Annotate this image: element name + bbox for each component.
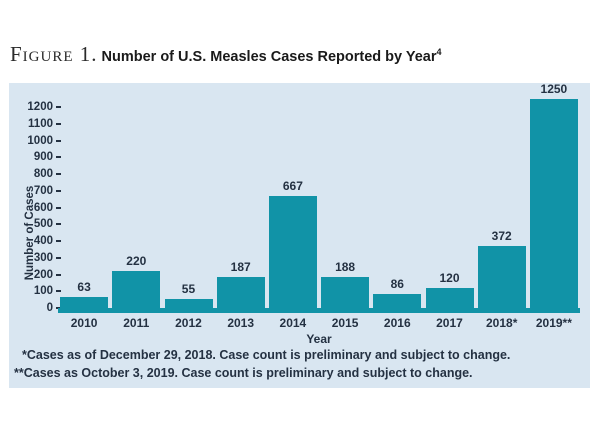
bar-chart: 0 100 200 300 400 500 600 700 800 900 1000 1100 1200… bbox=[9, 81, 590, 388]
bar-value-label-2010: 63 bbox=[77, 280, 91, 295]
y-tick-mark-1200 bbox=[56, 106, 61, 108]
y-tick-mark-800 bbox=[56, 173, 61, 175]
bar-2011 bbox=[112, 271, 161, 308]
y-tick-label-1000: 1000 bbox=[27, 134, 53, 147]
y-tick-label-0: 0 bbox=[46, 302, 53, 314]
bar-2015 bbox=[321, 276, 370, 308]
y-tick-mark-700 bbox=[56, 189, 61, 192]
x-tick-label-2015: 2015 bbox=[331, 316, 359, 330]
y-axis-title: Number of Cases bbox=[24, 185, 36, 281]
x-axis-baseline bbox=[58, 308, 580, 313]
y-tick-mark-200 bbox=[56, 273, 61, 276]
x-tick-label-2010: 2010 bbox=[70, 316, 98, 330]
y-tick-mark-900 bbox=[56, 156, 61, 159]
figure-title: Figure 1. Number of U.S. Measles Cases Re… bbox=[10, 42, 442, 67]
y-tick-label-1100: 1100 bbox=[28, 117, 53, 130]
bar-value-label-2017: 120 bbox=[439, 270, 460, 285]
bar-value-label-2016: 86 bbox=[390, 276, 404, 291]
x-tick-label-2016: 2016 bbox=[383, 316, 411, 330]
y-tick-mark-300 bbox=[56, 256, 61, 259]
y-tick-label-500: 500 bbox=[33, 218, 53, 231]
footnote-1: *Cases as of December 29, 2018. Case cou… bbox=[22, 348, 511, 362]
x-tick-label-2014: 2014 bbox=[279, 316, 307, 330]
bar-value-label-2014: 667 bbox=[282, 179, 303, 194]
y-tick-mark-1000 bbox=[56, 139, 61, 142]
x-axis-title: Year bbox=[306, 332, 332, 346]
bar-2014 bbox=[268, 196, 317, 308]
x-tick-label-2019**: 2019** bbox=[535, 316, 572, 330]
bar-2010 bbox=[60, 297, 109, 308]
y-tick-label-1200: 1200 bbox=[27, 101, 53, 113]
y-tick-mark-500 bbox=[56, 223, 61, 226]
y-tick-label-200: 200 bbox=[33, 268, 53, 281]
figure-heading-superscript: 4 bbox=[436, 47, 442, 58]
y-tick-mark-100 bbox=[56, 290, 61, 293]
bar-value-label-2018*: 372 bbox=[491, 228, 512, 243]
x-tick-label-2017: 2017 bbox=[436, 316, 463, 330]
footnote-2: **Cases as October 3, 2019. Case count i… bbox=[14, 366, 473, 380]
y-tick-label-600: 600 bbox=[33, 201, 53, 214]
chart-panel: 0 100 200 300 400 500 600 700 800 900 1000 1100 1200… bbox=[9, 81, 590, 388]
y-tick-label-700: 700 bbox=[33, 184, 53, 197]
y-tick-label-300: 300 bbox=[33, 251, 53, 264]
bar-2012 bbox=[164, 298, 213, 308]
x-tick-label-2013: 2013 bbox=[227, 316, 255, 330]
figure-label: Figure 1. bbox=[10, 42, 98, 66]
bar-2019** bbox=[529, 98, 578, 308]
y-tick-mark-400 bbox=[56, 240, 61, 242]
y-tick-mark-600 bbox=[56, 206, 61, 209]
y-tick-label-400: 400 bbox=[33, 235, 53, 247]
bar-2018* bbox=[477, 245, 526, 308]
bar-2016 bbox=[373, 293, 422, 308]
figure-heading-text: Number of U.S. Measles Cases Reported by… bbox=[101, 49, 437, 65]
bar-2017 bbox=[425, 287, 474, 308]
x-tick-label-2012: 2012 bbox=[175, 316, 202, 330]
bar-value-label-2011: 220 bbox=[126, 254, 147, 269]
y-tick-label-100: 100 bbox=[33, 285, 53, 298]
figure-heading: Number of U.S. Measles Cases Reported by… bbox=[101, 47, 442, 65]
bar-value-label-2012: 55 bbox=[181, 281, 196, 296]
x-tick-label-2011: 2011 bbox=[123, 316, 150, 330]
y-tick-mark-1100 bbox=[56, 122, 61, 125]
y-tick-label-800: 800 bbox=[33, 168, 53, 180]
bar-value-label-2015: 188 bbox=[335, 259, 356, 274]
y-tick-label-900: 900 bbox=[33, 151, 53, 164]
bar-value-label-2013: 187 bbox=[230, 259, 251, 274]
x-tick-label-2018*: 2018* bbox=[486, 316, 518, 330]
bar-value-label-2019**: 1250 bbox=[540, 81, 568, 96]
bar-2013 bbox=[216, 276, 265, 308]
footnotes: *Cases as of December 29, 2018. Case cou… bbox=[14, 346, 510, 382]
